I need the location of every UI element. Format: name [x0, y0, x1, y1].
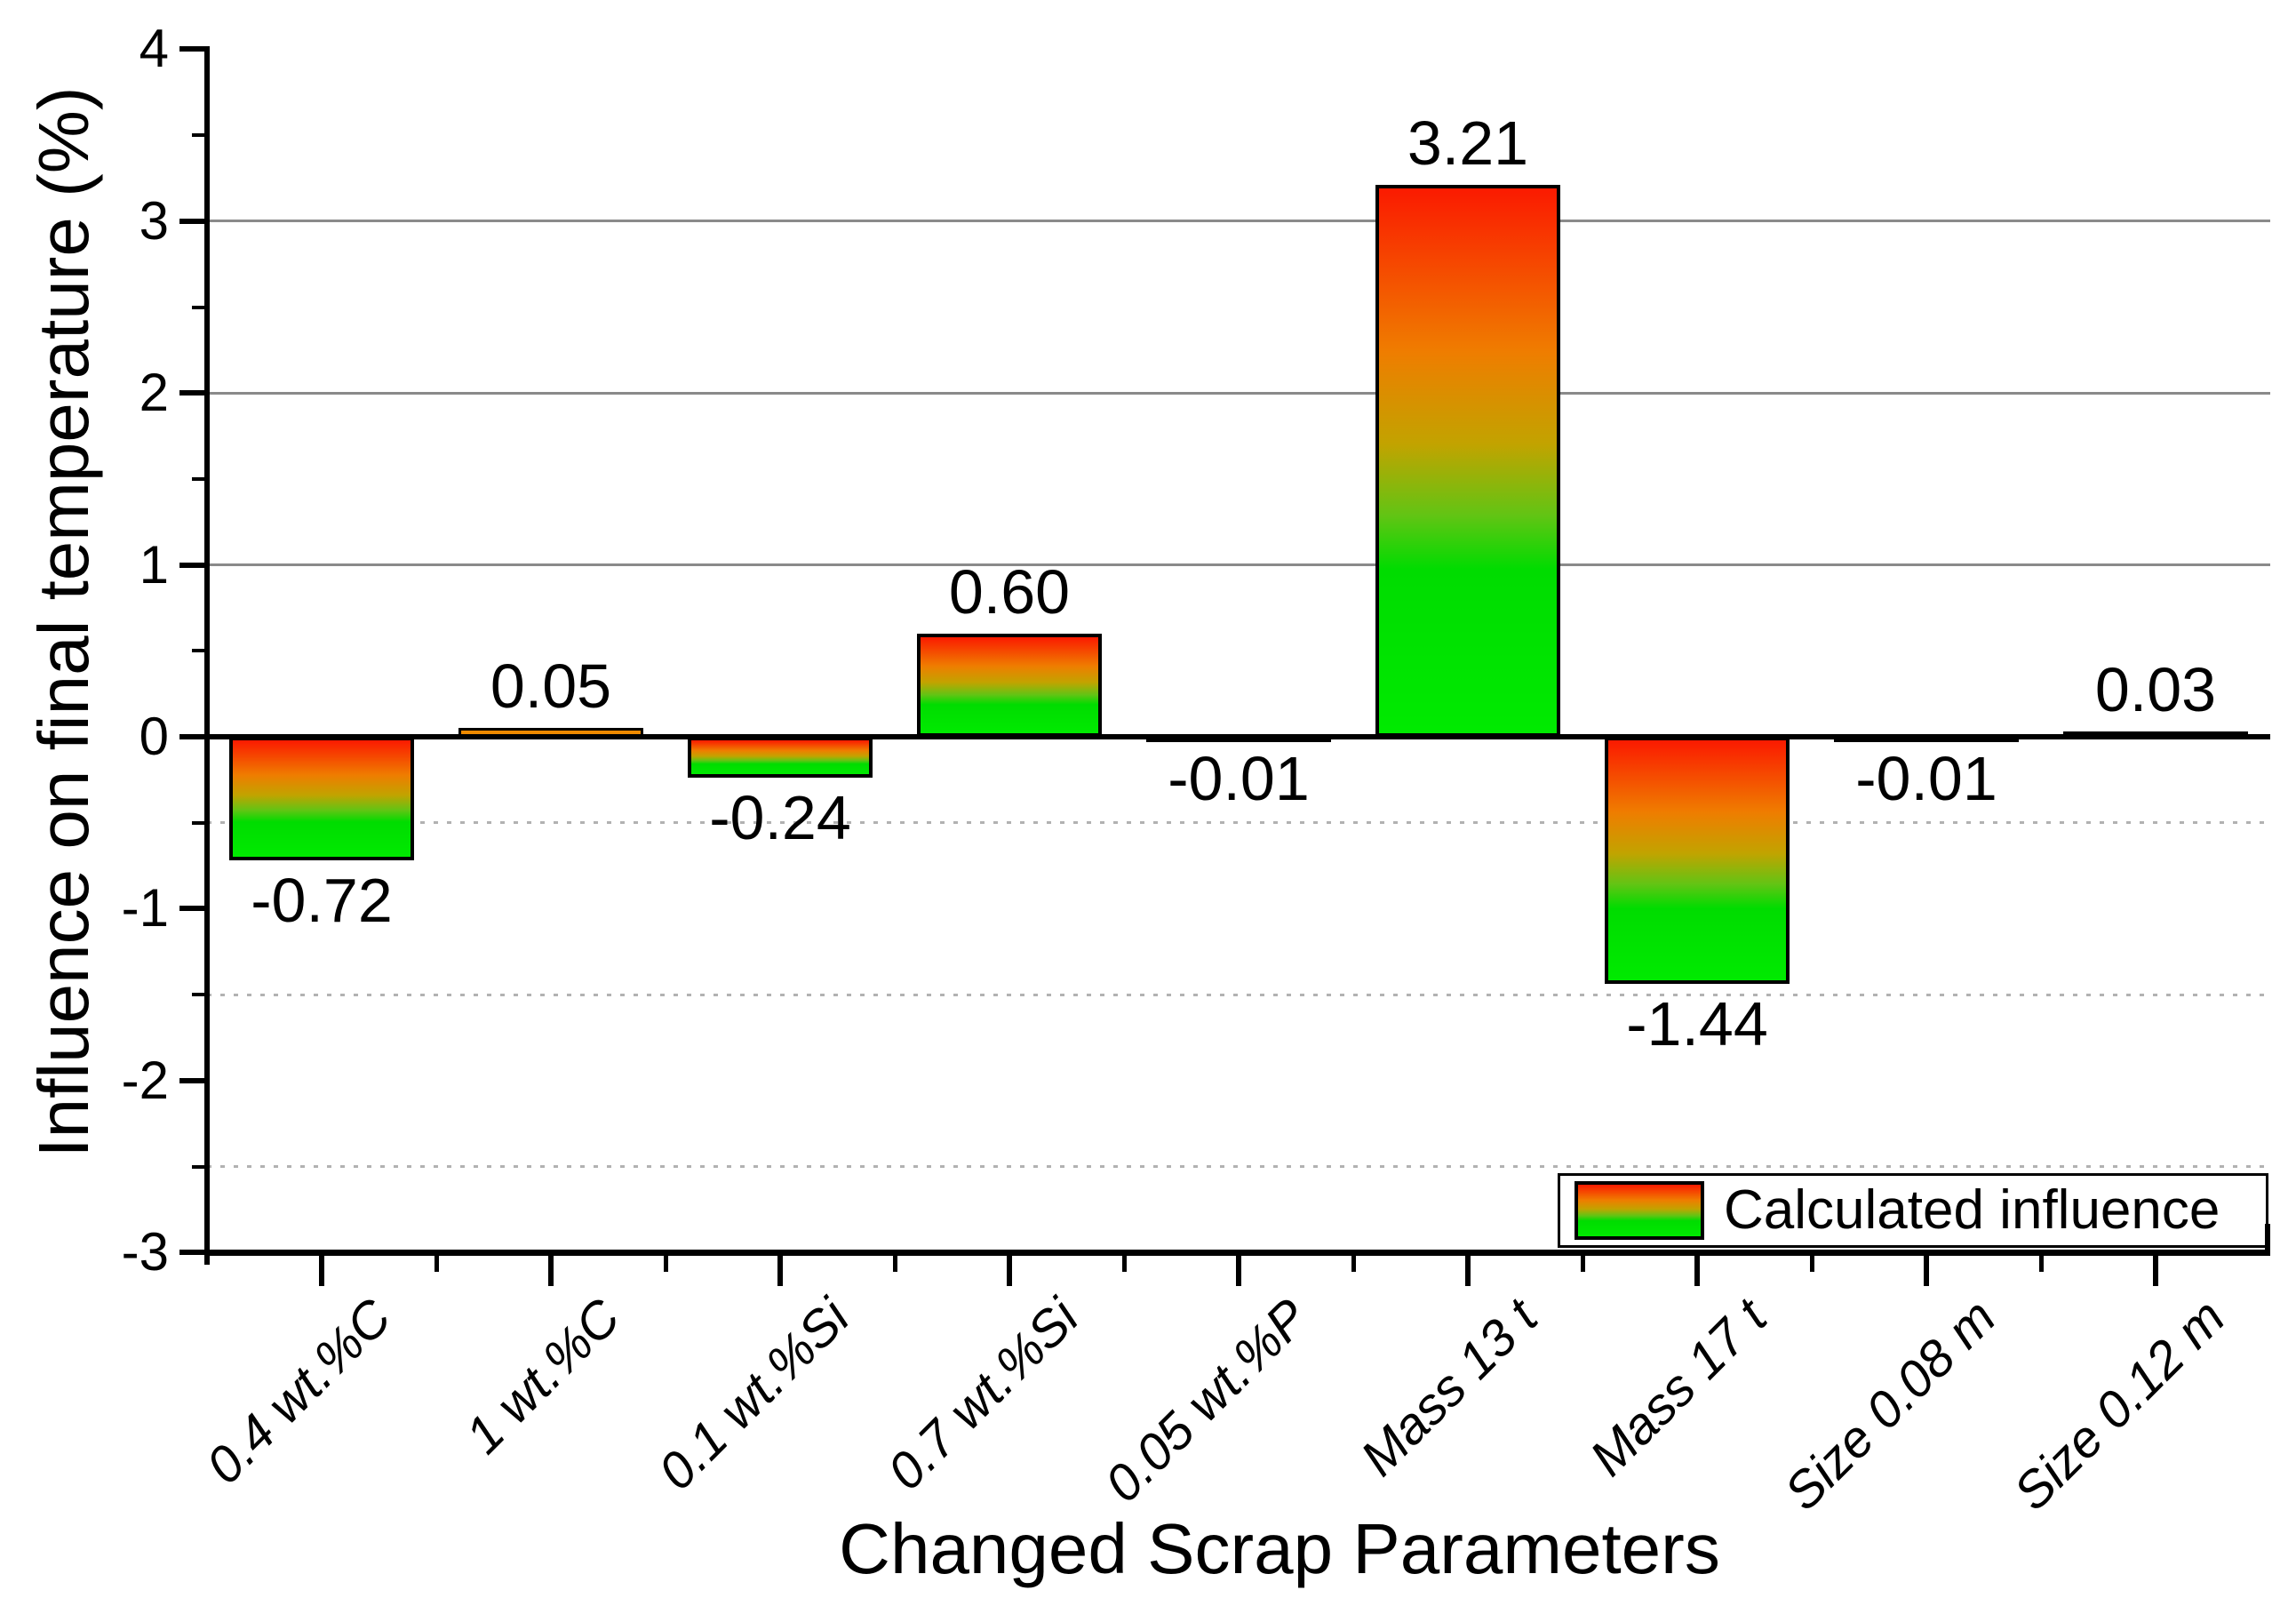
value-label--0.01: -0.01 [1855, 743, 1997, 813]
y-major-tick--1 [179, 906, 207, 912]
value-label-0.05: 0.05 [490, 651, 612, 722]
gridline-solid-3 [207, 220, 2270, 223]
y-major-tick-2 [179, 390, 207, 396]
y-major-tick--3 [179, 1250, 207, 1256]
gridline-dotted--2.5 [207, 1165, 2270, 1168]
y-minor-tick--0.5 [192, 820, 207, 825]
y-minor-tick-2.5 [192, 305, 207, 309]
y-minor-tick--2.5 [192, 1164, 207, 1169]
y-major-tick-0 [179, 734, 207, 739]
gridline-dotted--1.5 [207, 993, 2270, 996]
x-tick-label-0: 0.4 wt.%C [195, 1288, 403, 1496]
value-label--0.72: -0.72 [251, 866, 393, 936]
x-major-tick-0 [319, 1256, 324, 1287]
bar-0.7 wt.%Si [917, 633, 1102, 737]
y-minor-tick-3.5 [192, 133, 207, 138]
y-tick-label-4: 4 [139, 19, 169, 79]
gridline-solid-2 [207, 391, 2270, 395]
x-axis-line [204, 1249, 2270, 1256]
y-minor-tick-0.5 [192, 649, 207, 653]
x-major-tick-7 [1924, 1256, 1929, 1287]
x-minor-tick-4 [1121, 1256, 1127, 1273]
y-tick-label-3: 3 [139, 190, 169, 251]
x-tick-label-7: Size 0.08 m [1773, 1288, 2007, 1522]
value-label--0.01: -0.01 [1168, 743, 1310, 813]
y-tick-label-0: 0 [139, 707, 169, 766]
x-tick-label-5: Mass 13 t [1349, 1288, 1549, 1488]
gridline-solid-1 [207, 563, 2270, 567]
x-major-tick-1 [548, 1256, 554, 1287]
y-tick-label--2: -2 [121, 1050, 169, 1110]
x-minor-tick-7 [1809, 1256, 1814, 1273]
x-major-tick-5 [1465, 1256, 1471, 1287]
x-minor-tick-1 [434, 1256, 439, 1273]
x-major-tick-8 [2153, 1256, 2158, 1287]
y-major-tick-1 [179, 562, 207, 568]
x-tick-label-8: Size 0.12 m [2002, 1288, 2236, 1522]
bar-0.4 wt.%C [229, 737, 414, 861]
x-tick-label-1: 1 wt.%C [454, 1288, 632, 1465]
gridline-dotted--0.5 [207, 821, 2270, 825]
value-label-0.03: 0.03 [2094, 655, 2217, 725]
bar-Mass 13 t [1375, 185, 1560, 737]
x-major-tick-4 [1236, 1256, 1241, 1287]
x-major-tick-3 [1007, 1256, 1012, 1287]
x-tick-label-6: Mass 17 t [1578, 1288, 1778, 1488]
value-label-3.21: 3.21 [1407, 108, 1529, 179]
y-major-tick--2 [179, 1077, 207, 1083]
y-minor-tick-1.5 [192, 476, 207, 481]
x-major-tick-6 [1694, 1256, 1700, 1287]
x-axis-end-cap [2265, 1224, 2270, 1253]
bar-0.1 wt.%Si [688, 737, 873, 779]
x-tick-label-4: 0.05 wt.%P [1093, 1288, 1319, 1514]
x-minor-tick-8 [2038, 1256, 2044, 1273]
x-minor-tick-6 [1580, 1256, 1585, 1273]
value-label--0.24: -0.24 [709, 783, 851, 853]
y-major-tick-3 [179, 218, 207, 224]
x-minor-tick-3 [892, 1256, 897, 1273]
value-label-0.60: 0.60 [948, 556, 1071, 627]
x-axis-title: Changed Scrap Parameters [839, 1509, 1720, 1588]
y-minor-tick--1.5 [192, 993, 207, 997]
legend-gradient-swatch [1575, 1181, 1704, 1240]
y-tick-label-2: 2 [139, 363, 169, 423]
x-major-tick-2 [777, 1256, 783, 1287]
y-tick-label--3: -3 [121, 1222, 169, 1282]
y-tick-label--1: -1 [121, 878, 169, 939]
x-minor-tick-2 [663, 1256, 668, 1273]
y-axis-line [204, 46, 210, 1266]
legend-label: Calculated influence [1724, 1179, 2220, 1241]
y-major-tick-4 [179, 46, 207, 52]
bar-Mass 17 t [1605, 737, 1790, 985]
zero-line [207, 734, 2270, 739]
y-tick-label-1: 1 [139, 534, 169, 595]
legend: Calculated influence [1558, 1173, 2268, 1248]
value-label--1.44: -1.44 [1626, 989, 1768, 1059]
y-axis-title: Influence on final temperature (%) [24, 86, 103, 1158]
x-minor-tick-5 [1351, 1256, 1356, 1273]
x-tick-label-3: 0.7 wt.%Si [876, 1288, 1090, 1502]
x-tick-label-2: 0.1 wt.%Si [647, 1288, 861, 1502]
